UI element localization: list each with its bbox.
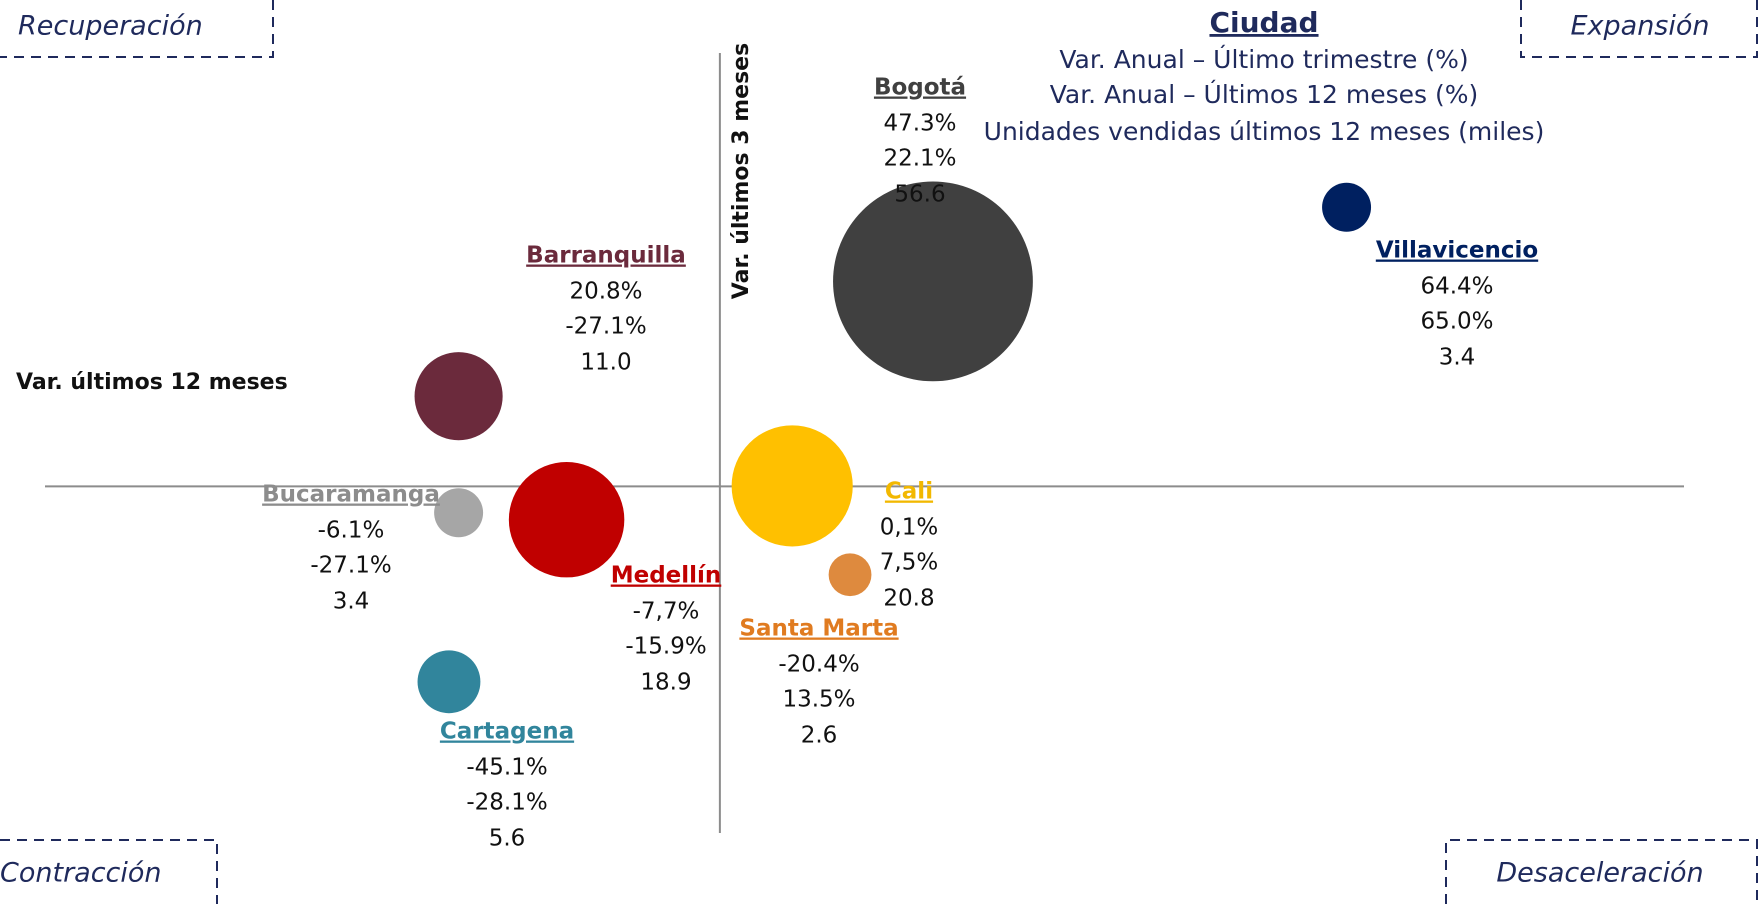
size-label: 5.6: [489, 826, 526, 852]
quadrant-box: [1520, 0, 1758, 58]
x-value-label: -27.1%: [565, 314, 646, 340]
bubble: [1322, 182, 1372, 232]
legend-line: Var. Anual – Últimos 12 meses (%): [1050, 79, 1479, 109]
value-label: 0,1%: [880, 515, 938, 541]
size-label: 56.6: [894, 182, 945, 208]
x-value-label: 13.5%: [782, 687, 855, 713]
size-label: 11.0: [580, 350, 631, 376]
size-label: 3.4: [333, 589, 370, 615]
x-value-label: -28.1%: [466, 790, 547, 816]
city-name: Barranquilla: [526, 243, 686, 269]
value-label: 47.3%: [883, 111, 956, 137]
legend-title: Ciudad: [1209, 6, 1318, 39]
city-name: Cali: [885, 479, 933, 505]
bubble: [417, 650, 481, 714]
x-value-label: 65.0%: [1420, 309, 1493, 335]
city-name: Bucaramanga: [262, 482, 440, 508]
bubble: [828, 553, 872, 597]
quadrant-label: Recuperación: [18, 11, 203, 42]
city-name: Santa Marta: [739, 616, 898, 642]
size-label: 20.8: [883, 586, 934, 612]
value-label: -6.1%: [318, 518, 385, 544]
x-value-label: -15.9%: [625, 634, 706, 660]
bubble: [731, 425, 853, 547]
bubble: [434, 488, 484, 538]
value-label: -45.1%: [466, 755, 547, 781]
quadrant-label: Expansión: [1570, 11, 1709, 42]
size-label: 2.6: [801, 723, 838, 749]
bubble: [414, 352, 503, 441]
value-label: -7,7%: [633, 599, 700, 625]
quadrant-label: Contracción: [0, 858, 162, 889]
x-value-label: 22.1%: [883, 146, 956, 172]
quadrant-box: [0, 839, 218, 904]
x-value-label: -27.1%: [310, 553, 391, 579]
city-name: Cartagena: [440, 719, 574, 745]
legend-line: Unidades vendidas últimos 12 meses (mile…: [984, 117, 1545, 146]
bubble: [508, 461, 625, 578]
legend-line: Var. Anual – Último trimestre (%): [1059, 44, 1468, 74]
value-label: 64.4%: [1420, 274, 1493, 300]
value-label: -20.4%: [778, 652, 859, 678]
y-axis-label: Var. últimos 3 meses: [729, 43, 754, 299]
x-axis-label: Var. últimos 12 meses: [16, 370, 288, 395]
value-label: 20.8%: [569, 279, 642, 305]
size-label: 3.4: [1439, 345, 1476, 371]
city-name: Villavicencio: [1376, 238, 1538, 264]
bubble: [833, 181, 1033, 382]
city-name: Bogotá: [874, 75, 966, 101]
x-value-label: 7,5%: [880, 550, 938, 576]
city-name: Medellín: [611, 563, 722, 589]
quadrant-box: [0, 0, 274, 58]
quadrant-label: Desaceleración: [1496, 858, 1703, 889]
size-label: 18.9: [640, 670, 691, 696]
